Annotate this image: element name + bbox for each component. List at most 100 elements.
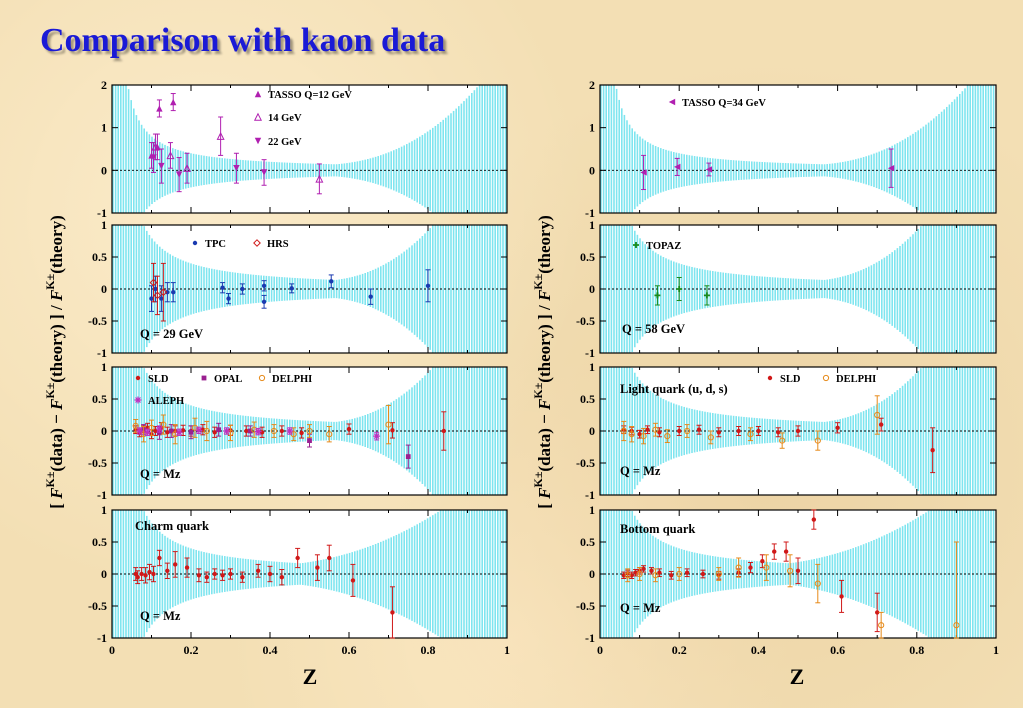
legend-label: SLD	[780, 374, 801, 385]
data-point	[168, 428, 174, 434]
data-point	[188, 429, 194, 435]
panel-0-0: -1 0 1 2 TASSO Q=12 GeV 14 GeV 22 GeV	[97, 78, 508, 220]
data-point	[260, 169, 268, 176]
legend-marker	[192, 240, 198, 246]
y-tick-label: -1	[97, 206, 107, 220]
y-tick-label: 1	[589, 121, 595, 135]
data-point	[441, 428, 446, 434]
data-point	[390, 610, 395, 615]
y-tick-label: 0	[101, 163, 107, 177]
data-point	[147, 569, 152, 575]
y-tick-label: 1	[101, 503, 107, 517]
data-point	[350, 578, 356, 583]
data-point	[654, 292, 661, 299]
data-point	[707, 434, 714, 441]
data-point	[139, 571, 144, 577]
panel-1-2: -1 -0.5 0 0.5 1 SLD DELPHI Light quark (u, d, s…	[576, 360, 997, 502]
data-point	[874, 411, 881, 419]
data-point	[684, 570, 690, 575]
ylabel-theory-close: (theory) ] /	[47, 301, 66, 383]
x-tick-label: 0.4	[263, 643, 278, 657]
ylabel-theory-close-r: (theory) ] /	[535, 301, 554, 383]
y-tick-label: 1	[589, 360, 595, 374]
ylabel-data: (data) −	[47, 410, 66, 472]
data-point	[170, 98, 177, 106]
y-tick-label: 1	[589, 503, 595, 517]
series	[133, 544, 395, 639]
x-tick-label: 0	[109, 643, 115, 657]
data-point	[735, 564, 742, 571]
data-point	[329, 279, 334, 284]
series	[132, 404, 392, 445]
data-point	[620, 427, 627, 435]
data-point	[652, 572, 659, 579]
data-point	[158, 162, 165, 170]
data-point	[220, 285, 225, 290]
ylabel-F2-r: F	[535, 398, 554, 411]
data-point	[640, 169, 647, 176]
data-point	[703, 292, 710, 299]
data-point	[779, 437, 786, 444]
slide-title: Comparison with kaon data	[40, 22, 446, 59]
y-tick-label: 0	[101, 282, 107, 296]
y-tick-label: 0.5	[92, 250, 107, 264]
y-tick-label: 0	[589, 163, 595, 177]
ylabel-theory-r: (theory)	[535, 215, 554, 274]
panel-annotation: Bottom quark	[620, 522, 695, 536]
y-tick-label: 2	[589, 78, 595, 92]
data-point	[136, 427, 144, 435]
y-tick-label: -0.5	[88, 314, 107, 328]
data-point	[747, 431, 754, 438]
data-point	[839, 594, 844, 599]
data-point	[373, 432, 381, 440]
x-tick-label: 1	[504, 643, 510, 657]
data-point	[875, 610, 880, 615]
y-tick-label: 0	[589, 282, 595, 296]
panel-0-3: -1 -0.5 0 0.5 1 0 0.2 0.4 0.6 0.8 1 Charm quark Q = …	[88, 503, 510, 657]
y-tick-label: 1	[101, 218, 107, 232]
data-point	[696, 427, 702, 432]
data-point	[165, 290, 170, 295]
ylabel-F2: F	[47, 398, 66, 411]
data-point	[835, 425, 840, 430]
series	[141, 422, 411, 469]
data-point	[425, 283, 431, 288]
data-point	[953, 622, 960, 629]
data-point	[645, 427, 650, 432]
data-point	[160, 421, 167, 428]
legend-marker	[135, 375, 141, 381]
legend-marker	[134, 396, 142, 404]
data-point	[811, 517, 817, 522]
legend-marker	[668, 98, 676, 106]
data-point	[220, 573, 225, 578]
data-point	[228, 571, 233, 577]
data-point	[165, 568, 170, 573]
data-point	[756, 428, 761, 434]
data-point	[150, 154, 157, 161]
y-tick-label: -0.5	[576, 456, 595, 470]
data-point	[135, 575, 140, 580]
ylabel-theory: (theory)	[47, 215, 66, 274]
ylabel-F3: F	[47, 289, 66, 302]
x-tick-label: 0.2	[672, 643, 687, 657]
x-axis-label-right: Z	[790, 664, 805, 689]
data-point	[628, 431, 635, 438]
ylabel-data-r: (data) −	[535, 410, 554, 472]
series	[149, 269, 431, 312]
data-point	[684, 427, 691, 435]
data-point	[716, 430, 721, 435]
series	[640, 148, 895, 191]
ylabel-F3-r: F	[535, 289, 554, 302]
y-tick-label: -1	[585, 631, 595, 645]
data-point	[157, 555, 162, 561]
data-point	[212, 571, 217, 577]
data-point	[677, 428, 682, 434]
legend-label: TOPAZ	[646, 241, 681, 252]
data-point	[705, 166, 713, 173]
data-point	[624, 572, 631, 579]
data-point	[153, 291, 162, 300]
panel-annotation: Light quark (u, d, s)	[620, 382, 728, 396]
y-tick-label: 1	[101, 360, 107, 374]
legend-label: TASSO Q=34 GeV	[682, 98, 766, 109]
